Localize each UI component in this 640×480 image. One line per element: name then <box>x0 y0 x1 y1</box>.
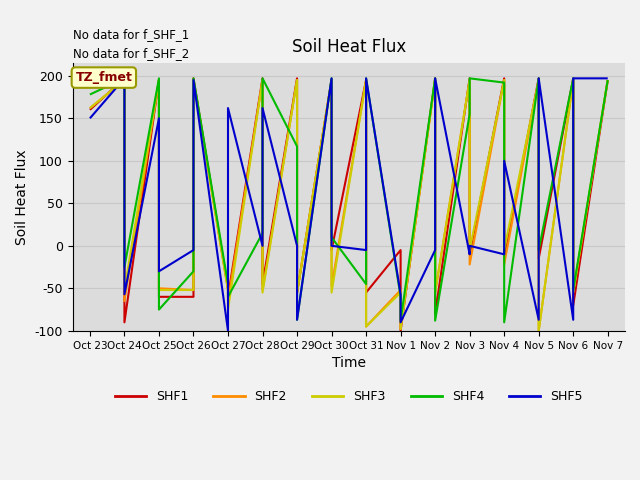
Legend: SHF1, SHF2, SHF3, SHF4, SHF5: SHF1, SHF2, SHF3, SHF4, SHF5 <box>109 385 588 408</box>
Y-axis label: Soil Heat Flux: Soil Heat Flux <box>15 149 29 245</box>
Text: No data for f_SHF_1: No data for f_SHF_1 <box>73 28 189 41</box>
Text: TZ_fmet: TZ_fmet <box>76 71 132 84</box>
Text: No data for f_SHF_2: No data for f_SHF_2 <box>73 47 189 60</box>
X-axis label: Time: Time <box>332 356 366 370</box>
Title: Soil Heat Flux: Soil Heat Flux <box>292 38 406 56</box>
